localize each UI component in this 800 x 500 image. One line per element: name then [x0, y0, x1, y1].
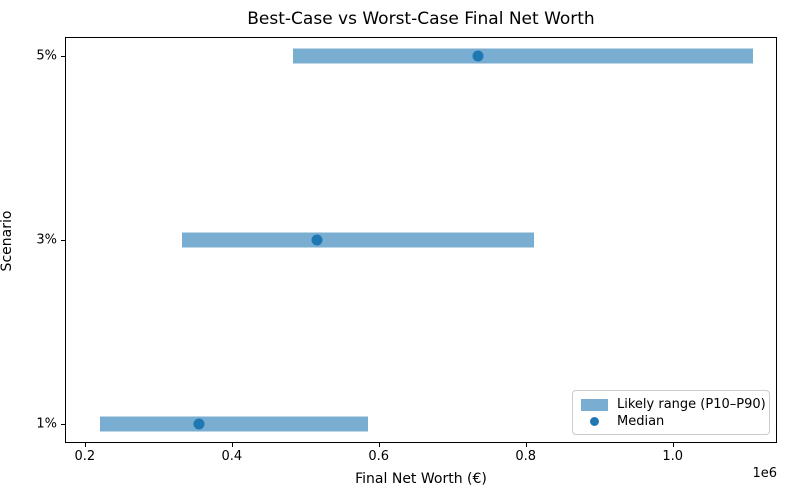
y-tick-label: 3%: [36, 232, 57, 248]
y-tick-label: 1%: [36, 416, 57, 432]
median-dot-3%: [311, 234, 323, 246]
legend-label-median: Median: [617, 414, 665, 429]
chart-title: Best-Case vs Worst-Case Final Net Worth: [247, 9, 595, 29]
median-dot-swatch-icon: [590, 417, 599, 426]
median-dot-5%: [472, 50, 484, 62]
y-tick-mark: [61, 423, 65, 425]
x-tick-mark: [525, 443, 527, 447]
x-axis-label: Final Net Worth (€): [355, 471, 487, 487]
y-tick-mark: [61, 240, 65, 241]
x-tick-label: 0.2: [74, 449, 96, 464]
y-tick-label: 5%: [36, 48, 57, 64]
legend-item-median: Median: [581, 413, 761, 430]
x-tick-mark: [672, 443, 674, 447]
x-tick-label: 0.4: [221, 449, 243, 464]
range-bar-swatch-icon: [581, 398, 608, 411]
legend-item-range: Likely range (P10–P90): [581, 396, 766, 413]
x-tick-label: 0.6: [368, 449, 390, 464]
x-axis-offset-label: 1e6: [752, 466, 777, 481]
x-tick-mark: [84, 443, 86, 447]
x-tick-mark: [378, 443, 380, 447]
y-tick-mark: [61, 56, 65, 58]
range-bar-1%: [99, 416, 368, 432]
legend-label-range: Likely range (P10–P90): [617, 397, 766, 412]
legend: Likely range (P10–P90) Median: [572, 390, 770, 435]
range-bar-3%: [181, 232, 534, 248]
range-bar-5%: [292, 48, 753, 64]
x-tick-mark: [231, 443, 233, 447]
x-tick-label: 1.0: [662, 449, 683, 464]
median-dot-swatch-wrap: [581, 417, 608, 426]
median-dot-1%: [193, 418, 205, 430]
x-tick-label: 0.8: [515, 449, 537, 464]
